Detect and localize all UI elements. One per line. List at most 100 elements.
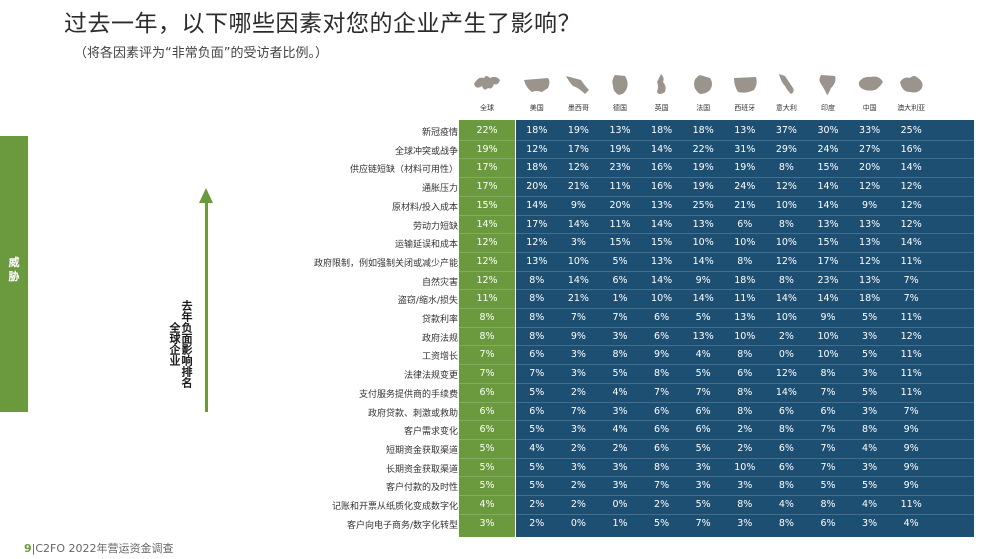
- country-value-cell: 8%: [737, 499, 753, 510]
- country-value-cell: 4%: [778, 499, 794, 510]
- global-value-cell: 5%: [479, 480, 495, 492]
- global-value-cell: 6%: [479, 405, 495, 417]
- france-map-icon: [694, 75, 713, 94]
- country-value-cell: 3%: [737, 517, 753, 529]
- country-value-cell: 21%: [567, 293, 589, 305]
- factor-label: 盗窃/缩水/损失: [397, 296, 458, 307]
- country-value-cell: 8%: [654, 368, 670, 380]
- country-label: 德国: [613, 104, 627, 112]
- country-value-cell: 11%: [900, 386, 922, 398]
- footer: 9|C2FO 2022年营运资金调查: [24, 542, 174, 555]
- row-divider: [459, 476, 974, 478]
- country-value-cell: 8%: [737, 405, 753, 417]
- country-value-cell: 7%: [695, 386, 711, 398]
- country-label: 意大利: [775, 104, 797, 112]
- country-value-cell: 13%: [651, 199, 673, 211]
- global-value-cell: 7%: [479, 349, 495, 361]
- italy-map-icon: [779, 74, 795, 94]
- factor-label: 工资增长: [421, 352, 458, 363]
- country-value-cell: 8%: [654, 461, 670, 473]
- country-value-cell: 14%: [900, 237, 922, 249]
- country-value-cell: 24%: [734, 181, 756, 193]
- country-value-cell: 21%: [734, 199, 756, 211]
- country-value-cell: 12%: [859, 181, 881, 193]
- country-value-cell: 14%: [775, 293, 797, 305]
- country-value-cell: 11%: [900, 255, 922, 267]
- country-value-cell: 10%: [734, 237, 756, 249]
- country-value-cell: 9%: [570, 330, 586, 342]
- country-value-cell: 20%: [526, 181, 548, 193]
- factor-label: 贷款利率: [421, 315, 458, 325]
- country-value-cell: 16%: [651, 181, 673, 193]
- country-value-cell: 3%: [862, 405, 878, 417]
- global-value-cell: 3%: [479, 517, 495, 529]
- country-value-cell: 5%: [529, 461, 545, 473]
- country-value-cell: 3%: [612, 461, 628, 473]
- country-value-cell: 9%: [903, 424, 919, 436]
- country-value-cell: 13%: [817, 218, 839, 230]
- country-value-cell: 18%: [734, 274, 756, 286]
- country-value-cell: 8%: [820, 499, 836, 510]
- country-value-cell: 8%: [778, 162, 794, 174]
- country-value-cell: 8%: [778, 274, 794, 286]
- factor-label: 政府贷款、刺激或救助: [367, 408, 458, 419]
- country-value-cell: 8%: [737, 349, 753, 361]
- country-value-cell: 3%: [862, 368, 878, 380]
- country-value-cell: 19%: [734, 162, 756, 174]
- country-value-cell: 12%: [567, 162, 589, 174]
- country-value-cell: 7%: [903, 274, 919, 286]
- country-value-cell: 16%: [651, 162, 673, 174]
- country-value-cell: 2%: [570, 480, 586, 492]
- country-value-cell: 12%: [526, 237, 548, 249]
- country-value-cell: 7%: [654, 480, 670, 492]
- country-value-cell: 5%: [695, 368, 711, 380]
- country-value-cell: 2%: [612, 442, 628, 454]
- factor-label: 记账和开票从纸质化变成数字化: [331, 502, 458, 512]
- country-value-cell: 10%: [692, 237, 714, 249]
- row-divider: [459, 251, 974, 253]
- factor-label: 短期资金获取渠道: [385, 445, 458, 456]
- global-column: [459, 120, 515, 537]
- country-value-cell: 5%: [529, 424, 545, 436]
- rank-axis-sublabel: 全球企业: [168, 322, 181, 366]
- country-value-cell: 18%: [526, 162, 548, 174]
- row-divider: [459, 289, 974, 291]
- country-value-cell: 7%: [820, 442, 836, 454]
- row-divider: [459, 420, 974, 422]
- world-map-icon: [474, 76, 500, 90]
- global-value-cell: 15%: [476, 199, 498, 211]
- country-value-cell: 14%: [692, 255, 714, 267]
- country-value-cell: 9%: [903, 480, 919, 492]
- country-value-cell: 0%: [570, 517, 586, 529]
- country-value-cell: 3%: [570, 237, 586, 249]
- row-divider: [459, 158, 974, 160]
- country-value-cell: 19%: [692, 162, 714, 174]
- country-value-cell: 5%: [862, 480, 878, 492]
- threat-label: 威胁: [8, 256, 20, 283]
- country-value-cell: 10%: [775, 312, 797, 323]
- country-value-cell: 15%: [817, 162, 839, 174]
- country-value-cell: 14%: [651, 143, 673, 155]
- global-value-cell: 7%: [479, 368, 495, 380]
- country-value-cell: 15%: [817, 237, 839, 249]
- row-divider: [459, 214, 974, 216]
- global-value-cell: 22%: [476, 125, 498, 136]
- row-divider: [459, 401, 974, 403]
- country-value-cell: 3%: [862, 461, 878, 473]
- country-value-cell: 3%: [570, 349, 586, 361]
- factor-label: 供应链短缺（材料可用性）: [349, 165, 458, 176]
- global-value-cell: 19%: [476, 143, 498, 155]
- country-label: 印度: [821, 104, 835, 112]
- factor-label: 政府法规: [421, 333, 458, 344]
- country-value-cell: 3%: [737, 480, 753, 492]
- country-value-cell: 13%: [651, 255, 673, 267]
- country-value-cell: 6%: [654, 424, 670, 436]
- country-value-cell: 13%: [692, 218, 714, 230]
- country-value-cell: 6%: [654, 312, 670, 323]
- factor-label: 原材料/投入成本: [391, 202, 458, 213]
- country-value-cell: 11%: [609, 218, 631, 230]
- country-value-cell: 31%: [734, 143, 756, 155]
- factor-label: 长期资金获取渠道: [385, 464, 458, 475]
- country-label: 澳大利亚: [897, 104, 926, 112]
- country-value-cell: 23%: [609, 162, 631, 174]
